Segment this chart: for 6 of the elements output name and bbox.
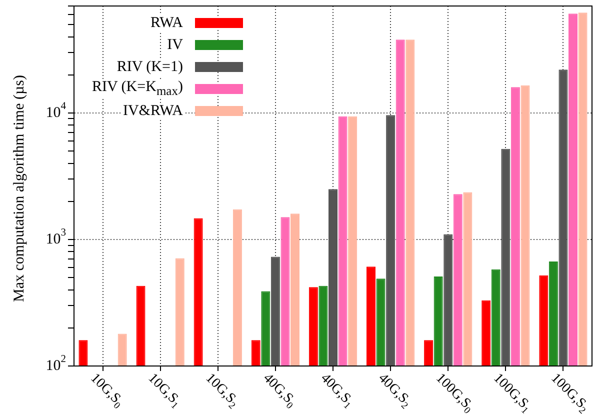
y-axis-title: Max computation algorithm time (µs): [12, 74, 28, 304]
legend-label: RWA: [148, 14, 185, 32]
legend-label: RIV (K=K$_{max}$): [90, 79, 185, 99]
legend-label: IV: [165, 36, 185, 54]
legend-label: RIV (K=1): [114, 58, 185, 76]
legend-label: IV&RWA: [120, 102, 185, 120]
